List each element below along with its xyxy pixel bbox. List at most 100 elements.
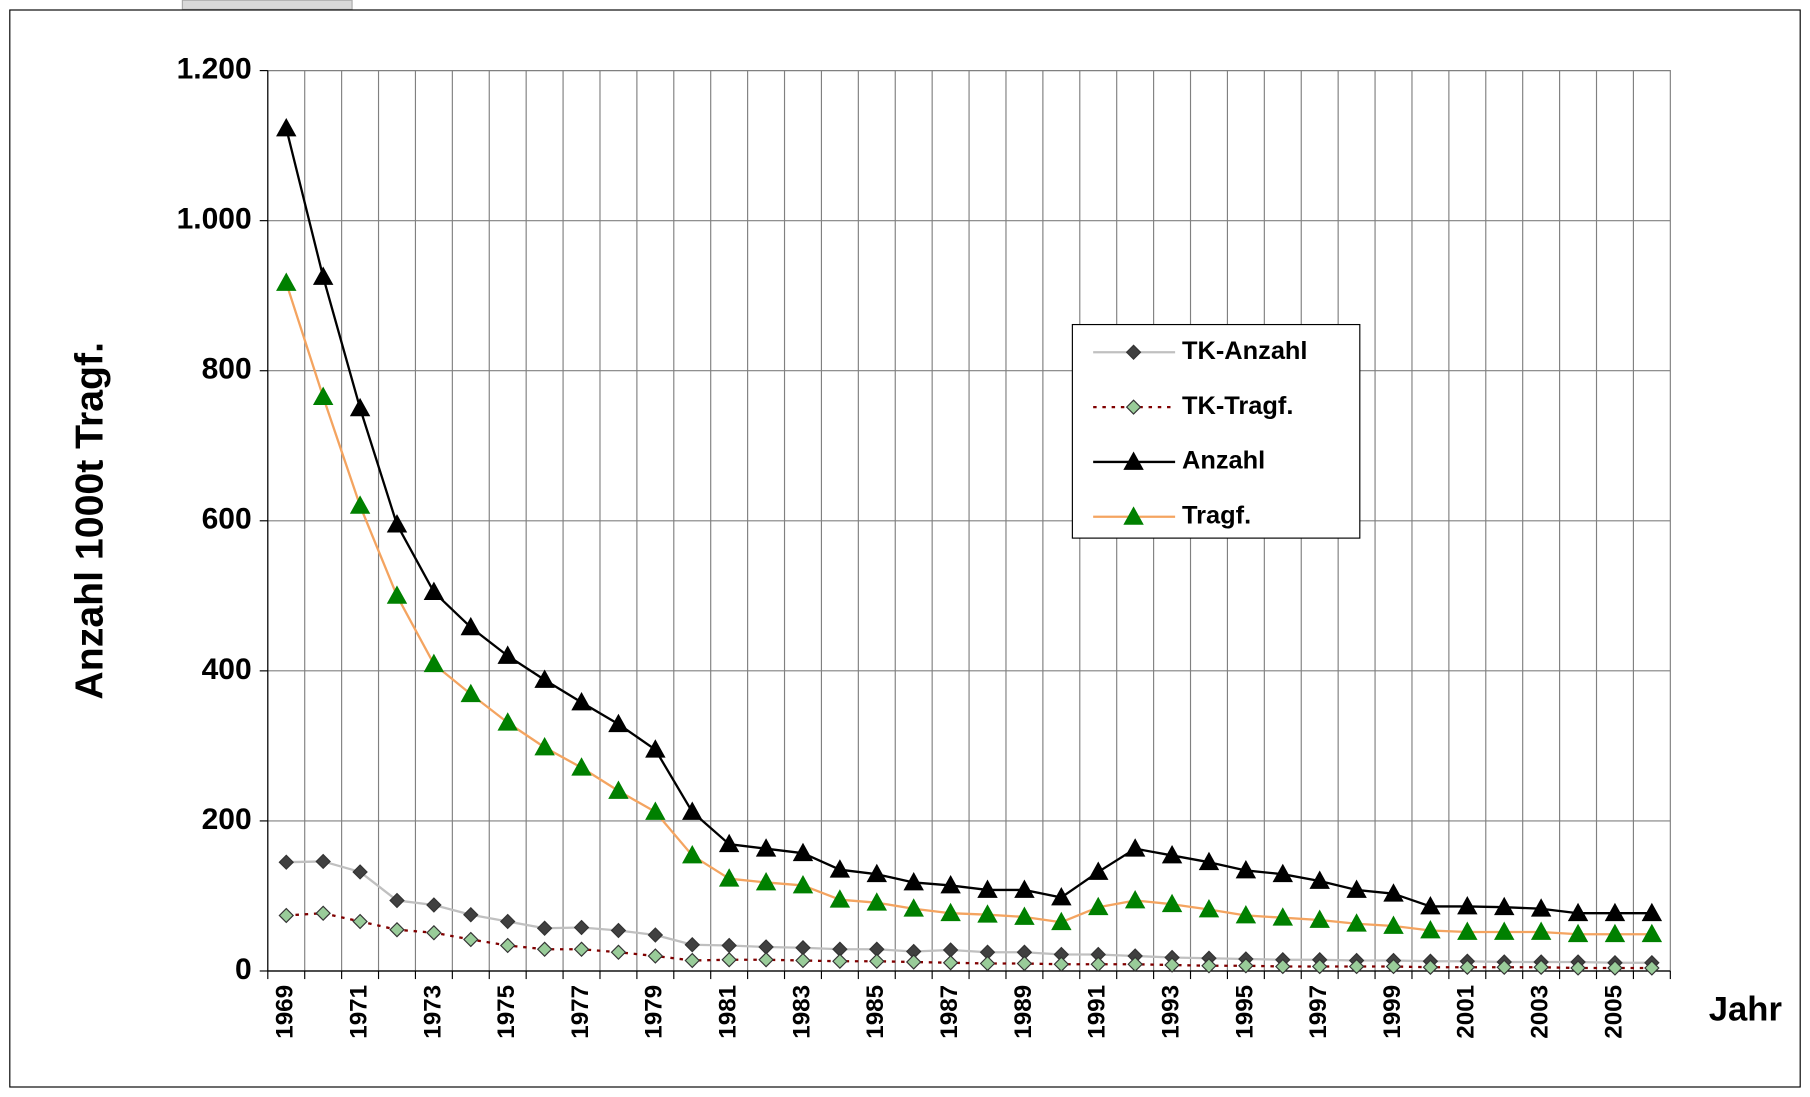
legend-box bbox=[1071, 323, 1361, 539]
marker bbox=[278, 907, 295, 924]
marker bbox=[758, 951, 774, 968]
marker bbox=[829, 859, 851, 878]
x-tick-label: 1993 bbox=[1157, 985, 1184, 1039]
marker bbox=[1127, 956, 1143, 972]
x-tick-label: 1985 bbox=[862, 985, 889, 1039]
marker bbox=[1494, 896, 1515, 916]
x-tick-label: 1995 bbox=[1231, 985, 1258, 1039]
marker bbox=[1164, 957, 1180, 973]
marker bbox=[645, 739, 666, 758]
marker bbox=[352, 913, 368, 930]
marker bbox=[1198, 899, 1220, 918]
x-tick-label: 1989 bbox=[1010, 985, 1037, 1039]
x-tick-label: 1997 bbox=[1305, 985, 1332, 1039]
marker bbox=[1604, 923, 1626, 943]
marker bbox=[1383, 883, 1404, 902]
frame bbox=[9, 9, 1801, 1088]
marker bbox=[792, 842, 814, 862]
marker bbox=[1570, 960, 1586, 976]
marker bbox=[1346, 879, 1367, 898]
marker bbox=[571, 691, 592, 711]
marker bbox=[1238, 957, 1254, 974]
marker bbox=[903, 898, 924, 917]
x-tick-label: 2001 bbox=[1453, 985, 1480, 1039]
legend-marker bbox=[1125, 344, 1142, 361]
marker bbox=[573, 941, 590, 957]
marker bbox=[1496, 959, 1512, 975]
marker bbox=[349, 397, 371, 417]
y-tick-label: 0 bbox=[235, 953, 252, 986]
marker bbox=[1459, 959, 1476, 975]
y-axis-title: Anzahl 1000t Tragf. bbox=[68, 342, 112, 700]
marker bbox=[942, 954, 959, 971]
marker bbox=[1530, 921, 1552, 940]
marker bbox=[940, 902, 961, 922]
marker bbox=[1567, 902, 1589, 922]
legend-marker bbox=[1123, 506, 1144, 525]
marker bbox=[312, 386, 334, 405]
x-tick-label: 1973 bbox=[419, 985, 446, 1039]
marker bbox=[386, 585, 408, 604]
marker bbox=[423, 581, 445, 601]
marker bbox=[792, 875, 814, 894]
marker bbox=[1385, 958, 1402, 975]
marker bbox=[1161, 845, 1183, 864]
marker bbox=[1272, 907, 1294, 926]
x-tick-label: 1979 bbox=[641, 985, 668, 1039]
marker bbox=[684, 936, 700, 953]
marker bbox=[463, 931, 479, 948]
marker bbox=[1014, 906, 1035, 925]
marker bbox=[276, 272, 297, 291]
marker bbox=[1530, 898, 1552, 917]
legend-marker bbox=[1123, 451, 1144, 470]
x-tick-label: 1999 bbox=[1379, 985, 1406, 1039]
x-tick-label: 1983 bbox=[788, 985, 815, 1039]
marker bbox=[610, 922, 627, 939]
marker bbox=[499, 937, 516, 954]
marker bbox=[534, 669, 555, 688]
marker bbox=[684, 952, 700, 969]
marker bbox=[869, 953, 885, 969]
marker bbox=[278, 854, 295, 870]
marker bbox=[536, 941, 553, 957]
marker bbox=[647, 927, 664, 943]
series-line bbox=[286, 912, 1652, 970]
tab bbox=[181, 0, 353, 11]
marker bbox=[979, 955, 996, 972]
marker bbox=[721, 951, 737, 968]
marker bbox=[718, 833, 740, 853]
marker bbox=[682, 801, 703, 820]
marker bbox=[645, 801, 666, 820]
marker bbox=[276, 117, 297, 137]
x-tick-label: 1987 bbox=[936, 985, 963, 1039]
marker bbox=[682, 845, 703, 864]
marker bbox=[426, 897, 442, 913]
marker bbox=[497, 712, 518, 731]
marker bbox=[1235, 905, 1257, 924]
y-tick-label: 1.200 bbox=[177, 53, 252, 86]
y-tick-label: 400 bbox=[202, 653, 252, 686]
marker bbox=[647, 948, 664, 964]
marker bbox=[534, 736, 555, 756]
marker bbox=[1235, 860, 1257, 879]
marker bbox=[1124, 838, 1146, 857]
marker bbox=[1607, 960, 1623, 976]
y-tick-label: 1.000 bbox=[177, 203, 252, 236]
marker bbox=[499, 913, 516, 930]
marker bbox=[463, 906, 479, 923]
marker bbox=[389, 921, 405, 938]
marker bbox=[1309, 870, 1330, 889]
marker bbox=[352, 864, 368, 880]
legend-label: TK-Tragf. bbox=[1182, 392, 1293, 420]
marker bbox=[1051, 911, 1072, 931]
marker bbox=[1088, 861, 1109, 880]
marker bbox=[460, 683, 482, 703]
legend-label: Anzahl bbox=[1182, 447, 1265, 475]
legend-marker bbox=[1125, 399, 1142, 415]
marker bbox=[1090, 956, 1106, 972]
marker bbox=[610, 944, 627, 960]
marker bbox=[426, 924, 442, 941]
marker bbox=[905, 954, 922, 970]
x-tick-label: 1991 bbox=[1084, 985, 1111, 1039]
marker bbox=[866, 863, 888, 883]
